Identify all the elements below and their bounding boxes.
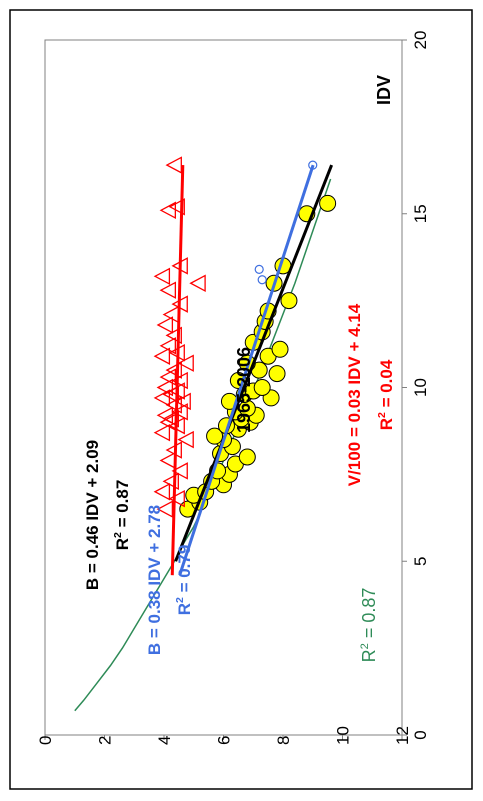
point-red-triangle [156,316,174,334]
x-axis-label: IDV [374,75,394,105]
fit-line-black [174,164,334,562]
point-red-triangle [156,406,174,425]
point-red-triangle [177,430,194,449]
point-red-triangle [177,354,194,372]
labels-layer: 1965-2006 IDV B = 0.46 IDV + 2.09 R2 = 0.87… [83,75,396,662]
fit-line-blue [178,164,315,576]
point-yellow-circle [268,365,286,383]
point-blue-open-circle [257,275,267,285]
equation-black: B = 0.46 IDV + 2.09 [83,440,102,590]
y-tick-label: 4 [155,736,174,745]
r2-blue: R2 = 0.79 [174,545,194,616]
r2-red: R2 = 0.04 [376,359,396,430]
point-red-triangle [153,483,171,501]
fit-lines-layer [170,164,334,576]
point-yellow-circle [253,379,271,396]
point-yellow-circle [238,448,256,466]
r2-black: R2 = 0.87 [112,480,132,551]
x-tick-label: 20 [411,31,430,50]
points-layer [153,156,337,518]
point-yellow-circle [206,427,224,445]
point-red-triangle [171,403,188,421]
fit-line-red [170,165,185,576]
point-red-triangle [159,281,176,299]
equation-red: V/100 = 0.03 IDV + 4.14 [345,303,364,486]
point-blue-open-circle [254,264,264,274]
point-red-triangle [159,368,176,386]
point-red-triangle [153,423,171,442]
y-tick-label: 0 [36,736,55,745]
point-yellow-circle [271,340,289,358]
y-tick-label: 8 [274,736,293,745]
chart-title: 1965-2006 [234,347,254,433]
equation-blue: B = 0.38 IDV + 2.78 [145,505,164,655]
point-red-triangle [168,489,185,508]
plot-area [44,39,403,736]
point-red-triangle [165,156,182,174]
x-tick-label: 0 [411,730,430,739]
point-red-triangle [171,462,188,480]
point-red-triangle [159,337,176,355]
point-red-triangle [153,347,171,365]
x-tick-label: 5 [411,557,430,566]
point-red-triangle [153,267,171,286]
point-yellow-circle [319,194,337,212]
point-red-triangle [165,361,182,379]
x-tick-label: 10 [411,378,430,397]
y-tick-label: 2 [96,736,115,745]
point-red-triangle [165,326,182,345]
point-red-triangle [162,472,179,491]
point-red-triangle [168,198,185,216]
r2-green: R2 = 0.87 [359,588,379,663]
y-tick-label: 6 [215,736,234,745]
x-tick-label: 15 [411,204,430,223]
y-tick-label: 10 [334,726,353,745]
point-red-triangle [156,378,174,397]
y-tick-label: 12 [393,726,412,745]
point-red-triangle [189,274,206,292]
point-red-triangle [156,500,174,518]
point-yellow-circle [280,292,298,310]
